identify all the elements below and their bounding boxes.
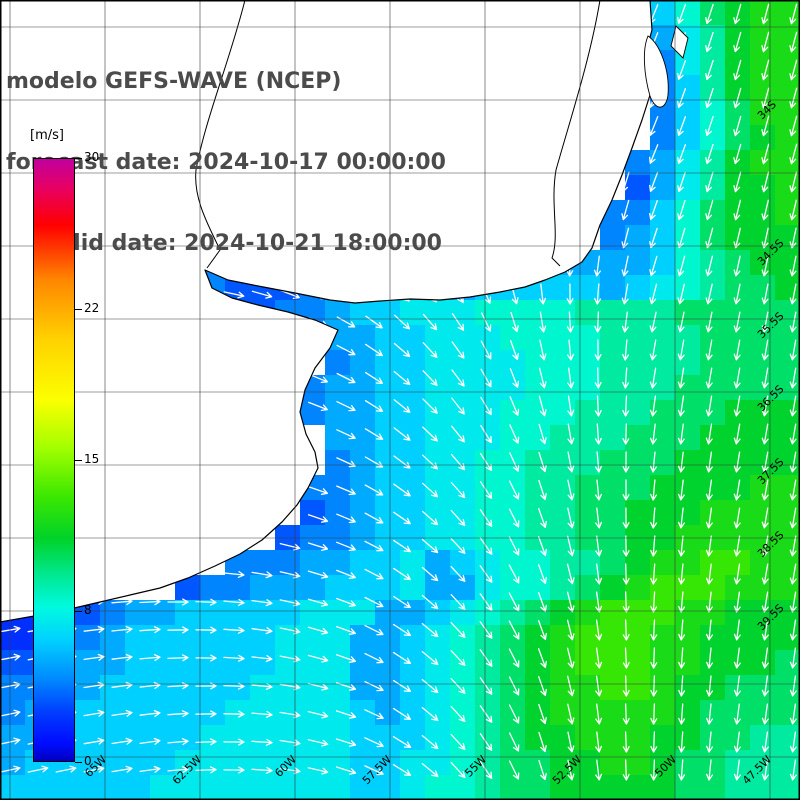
colorbar-tickmark: [75, 460, 82, 461]
rivers: [195, 0, 601, 269]
colorbar-tick-label: 22: [84, 301, 100, 315]
colorbar-tick-label: 30: [84, 150, 100, 164]
wave-direction-arrows: [0, 3, 798, 781]
colorbar-tick-label: 8: [84, 603, 92, 617]
colorbar-tickmark: [75, 611, 82, 612]
valid-date: valid date: 2024-10-21 18:00:00: [44, 231, 442, 256]
model-name: modelo GEFS-WAVE (NCEP): [6, 69, 342, 94]
landmass: [0, 0, 659, 623]
colorbar-tickmark: [75, 762, 82, 763]
colorbar-unit-label: [m/s]: [30, 128, 64, 143]
colorbar-gradient: [33, 158, 75, 762]
map-title-block: modelo GEFS-WAVE (NCEP) forecast date: 2…: [6, 14, 446, 311]
colorbar-tickmark: [75, 309, 82, 310]
colorbar-tick-label: 15: [84, 452, 100, 466]
colorbar-tickmark: [75, 158, 82, 159]
colorbar-tick-label: 0: [84, 754, 92, 768]
